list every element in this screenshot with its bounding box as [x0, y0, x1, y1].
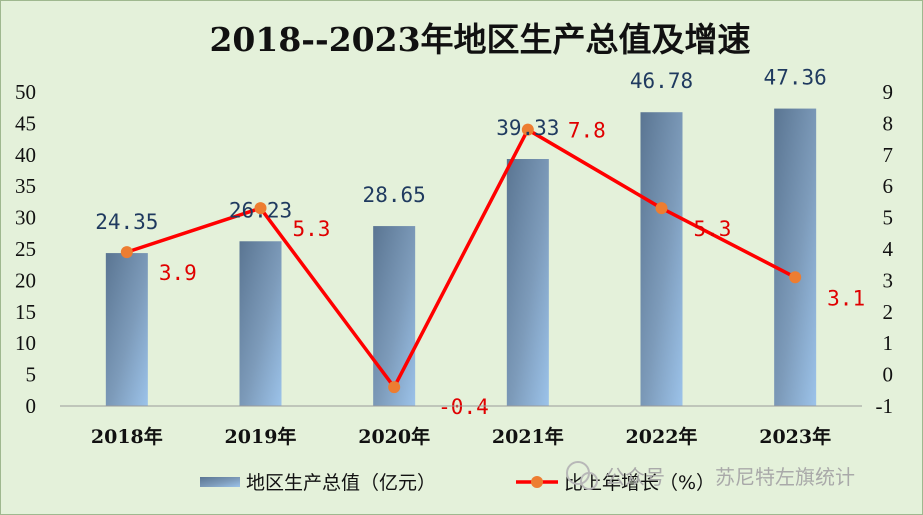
legend-bar-swatch: [200, 477, 240, 487]
y-right-tick: 5: [883, 206, 894, 230]
y-left-tick: 50: [15, 80, 36, 104]
y-right-tick: 9: [883, 80, 894, 104]
y-right-tick: 7: [883, 143, 894, 167]
bar-1: [105, 253, 148, 406]
bar-5: [640, 112, 683, 406]
x-category-label: 2020年: [358, 425, 430, 448]
x-category-label: 2021年: [492, 425, 564, 448]
bar-4: [506, 159, 549, 406]
y-left-tick: 45: [15, 111, 36, 135]
watermark-prefix: 公众号: [605, 465, 665, 489]
y-left-tick: 25: [15, 237, 36, 261]
watermark-name: 苏尼特左旗统计: [715, 465, 855, 489]
y-right-tick: 3: [883, 268, 894, 292]
y-left-tick: 20: [15, 268, 36, 292]
legend-bar-label: 地区生产总值（亿元）: [246, 472, 436, 494]
x-category-label: 2022年: [626, 425, 698, 448]
x-category-label: 2023年: [759, 425, 831, 448]
bar-value-label-5: 46.78: [630, 69, 693, 93]
x-category-label: 2019年: [225, 425, 297, 448]
y-left-tick: 15: [15, 300, 36, 324]
wechat-icon-inner: [580, 472, 598, 490]
growth-point-5: [655, 202, 668, 215]
growth-point-6: [789, 271, 802, 284]
y-right-tick: 0: [883, 363, 894, 387]
y-right-tick: 8: [883, 111, 894, 135]
bar-value-label-1: 24.35: [95, 210, 158, 234]
growth-value-label-6: 3.1: [827, 286, 865, 310]
growth-point-4: [521, 123, 534, 136]
bar-2: [239, 241, 282, 406]
y-right-tick: 6: [883, 174, 894, 198]
growth-value-label-3: -0.4: [438, 395, 489, 419]
legend-line-label: 比上年增长（%）: [564, 472, 715, 494]
y-right-tick: -1: [876, 394, 894, 418]
x-category-label: 2018年: [91, 425, 163, 448]
y-left-tick: 40: [15, 143, 36, 167]
growth-value-label-1: 3.9: [159, 261, 197, 285]
bar-value-label-4: 39.33: [496, 116, 559, 140]
bar-6: [774, 108, 817, 407]
y-right-tick: 4: [883, 237, 894, 261]
bar-value-label-6: 47.36: [764, 66, 827, 90]
y-left-tick: 30: [15, 206, 36, 230]
growth-point-3: [388, 381, 401, 394]
y-left-tick: 0: [26, 394, 37, 418]
growth-value-label-2: 5.3: [293, 217, 331, 241]
growth-value-label-5: 5.3: [694, 217, 732, 241]
y-left-tick: 10: [15, 331, 36, 355]
y-left-tick: 35: [15, 174, 36, 198]
growth-point-2: [254, 202, 267, 215]
growth-point-1: [120, 246, 133, 259]
growth-line: [126, 127, 796, 389]
y-right-tick: 1: [883, 331, 894, 355]
legend-line-marker: [531, 476, 543, 488]
y-right-tick: 2: [883, 300, 894, 324]
growth-value-label-4: 7.8: [568, 119, 606, 143]
bar-3: [373, 226, 416, 406]
chart-title: 2018--2023年地区生产总值及增速: [209, 20, 750, 59]
bar-value-label-2: 26.23: [229, 198, 292, 222]
bar-value-label-3: 28.65: [363, 183, 426, 207]
y-left-tick: 5: [26, 363, 37, 387]
